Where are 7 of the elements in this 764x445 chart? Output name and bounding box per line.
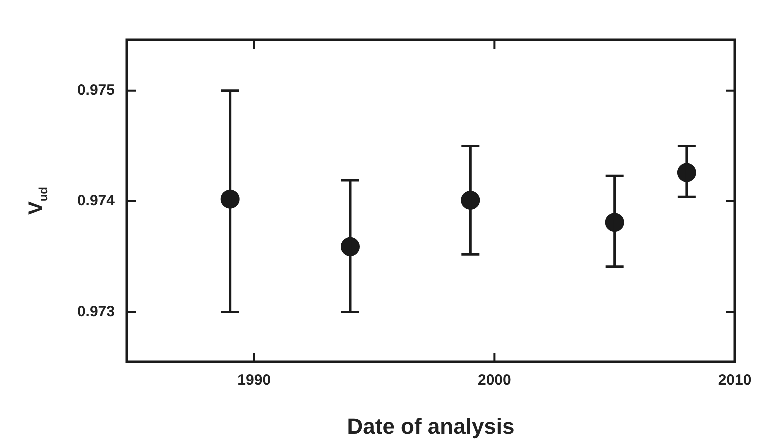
- x-tick-label: 2000: [478, 372, 512, 390]
- y-tick-label: 0.975: [77, 82, 115, 100]
- x-tick-label: 1990: [238, 372, 272, 390]
- x-tick-label: 2010: [718, 372, 752, 390]
- x-axis-title: Date of analysis: [347, 414, 515, 439]
- y-tick-label: 0.974: [77, 192, 116, 210]
- y-tick-label: 0.973: [77, 303, 115, 320]
